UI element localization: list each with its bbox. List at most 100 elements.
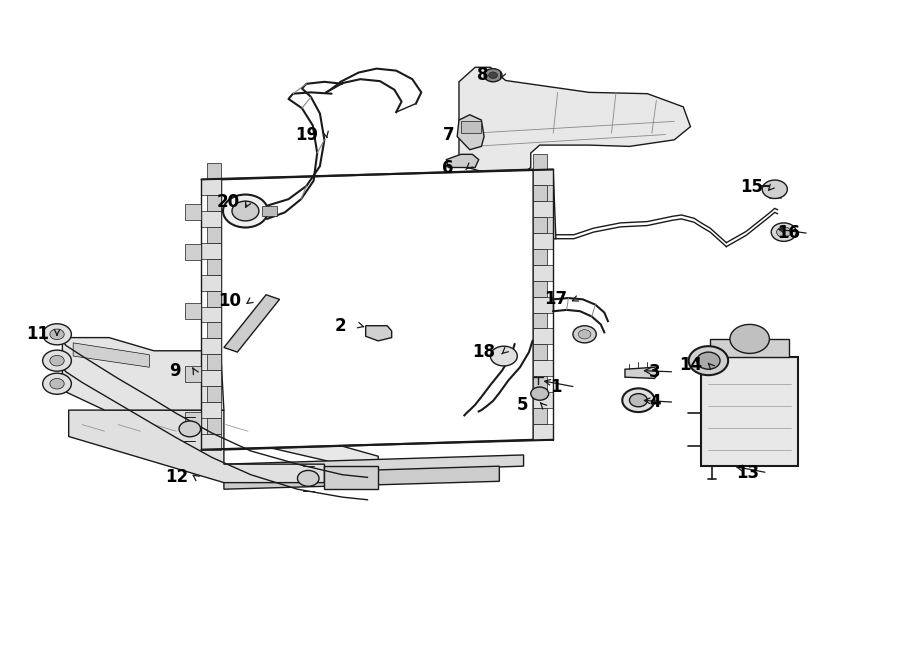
Polygon shape — [202, 402, 221, 418]
Polygon shape — [534, 217, 547, 233]
Polygon shape — [202, 370, 221, 386]
Polygon shape — [534, 297, 554, 312]
Circle shape — [50, 329, 64, 340]
Circle shape — [223, 195, 268, 228]
Polygon shape — [534, 392, 554, 408]
Circle shape — [232, 201, 259, 221]
Polygon shape — [534, 169, 554, 185]
Text: 14: 14 — [679, 356, 702, 374]
Polygon shape — [538, 169, 556, 240]
Polygon shape — [534, 265, 554, 281]
Circle shape — [730, 324, 770, 354]
Polygon shape — [769, 187, 781, 198]
Polygon shape — [534, 185, 547, 201]
Polygon shape — [202, 211, 221, 227]
Text: 20: 20 — [217, 193, 240, 211]
Polygon shape — [534, 312, 547, 328]
Polygon shape — [625, 367, 658, 379]
Polygon shape — [185, 412, 202, 428]
Polygon shape — [202, 307, 221, 322]
Polygon shape — [324, 466, 378, 489]
Polygon shape — [202, 243, 221, 259]
Text: 10: 10 — [219, 293, 242, 310]
Polygon shape — [207, 259, 221, 275]
Polygon shape — [185, 244, 202, 260]
Polygon shape — [62, 338, 224, 410]
Circle shape — [688, 346, 728, 375]
Polygon shape — [73, 343, 149, 367]
Circle shape — [777, 227, 791, 238]
Circle shape — [489, 72, 498, 79]
Polygon shape — [207, 164, 221, 179]
Circle shape — [179, 421, 201, 437]
Polygon shape — [202, 179, 221, 195]
Polygon shape — [185, 366, 202, 382]
Text: 7: 7 — [443, 126, 454, 144]
Polygon shape — [68, 410, 324, 483]
Polygon shape — [534, 360, 554, 376]
Polygon shape — [534, 376, 547, 392]
Circle shape — [622, 389, 654, 412]
Polygon shape — [710, 339, 789, 357]
Polygon shape — [534, 424, 554, 440]
Text: 5: 5 — [517, 396, 528, 414]
Polygon shape — [207, 291, 221, 307]
Polygon shape — [534, 328, 554, 344]
Text: 16: 16 — [778, 224, 801, 242]
Polygon shape — [207, 386, 221, 402]
Text: 3: 3 — [649, 363, 661, 381]
Text: 1: 1 — [550, 378, 562, 396]
Text: 17: 17 — [544, 291, 567, 308]
Circle shape — [573, 326, 596, 343]
Text: 18: 18 — [472, 343, 496, 361]
Circle shape — [42, 324, 71, 345]
Polygon shape — [224, 455, 524, 476]
Polygon shape — [446, 154, 479, 167]
Polygon shape — [202, 434, 221, 449]
Polygon shape — [457, 115, 484, 150]
Circle shape — [484, 69, 502, 82]
Polygon shape — [459, 68, 690, 174]
Polygon shape — [224, 295, 280, 352]
Polygon shape — [534, 344, 547, 360]
Polygon shape — [221, 169, 534, 449]
Text: 12: 12 — [165, 468, 188, 487]
Circle shape — [491, 346, 518, 366]
Polygon shape — [534, 281, 547, 297]
Polygon shape — [534, 233, 554, 249]
Polygon shape — [207, 227, 221, 243]
Polygon shape — [262, 206, 277, 216]
Circle shape — [298, 471, 319, 487]
Polygon shape — [68, 413, 378, 473]
Text: 8: 8 — [477, 66, 488, 84]
Text: 9: 9 — [168, 361, 180, 379]
Circle shape — [50, 379, 64, 389]
Polygon shape — [207, 354, 221, 370]
Circle shape — [579, 330, 591, 339]
Polygon shape — [207, 418, 221, 434]
Polygon shape — [461, 121, 481, 133]
Text: 15: 15 — [740, 178, 763, 197]
Polygon shape — [365, 326, 392, 341]
Text: 19: 19 — [295, 126, 318, 144]
Polygon shape — [534, 154, 547, 169]
Polygon shape — [534, 408, 547, 424]
Polygon shape — [207, 195, 221, 211]
Polygon shape — [202, 275, 221, 291]
Text: 6: 6 — [443, 158, 454, 177]
Polygon shape — [185, 303, 202, 319]
Polygon shape — [701, 357, 798, 466]
Text: 11: 11 — [26, 325, 49, 344]
Polygon shape — [534, 249, 547, 265]
Polygon shape — [224, 466, 500, 489]
Polygon shape — [202, 338, 221, 354]
Text: 4: 4 — [649, 393, 661, 411]
Circle shape — [771, 223, 796, 242]
Circle shape — [42, 373, 71, 395]
Circle shape — [531, 387, 549, 401]
Text: 13: 13 — [736, 464, 760, 482]
Circle shape — [762, 180, 788, 199]
Polygon shape — [534, 201, 554, 217]
Circle shape — [42, 350, 71, 371]
Polygon shape — [207, 322, 221, 338]
